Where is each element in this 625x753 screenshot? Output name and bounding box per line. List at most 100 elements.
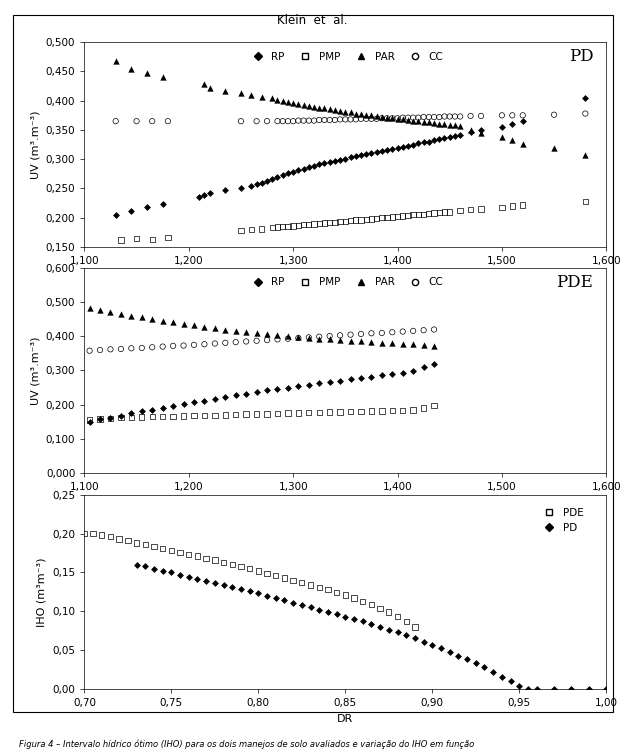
Point	[518, 109, 528, 121]
Point	[163, 115, 173, 127]
Point	[434, 206, 444, 218]
Point	[324, 330, 334, 342]
Point	[252, 335, 262, 347]
Point	[314, 158, 324, 170]
Point	[252, 386, 262, 398]
Point	[335, 154, 345, 166]
Point	[549, 683, 559, 695]
Point	[349, 592, 359, 604]
Point	[199, 321, 209, 333]
Point	[428, 639, 438, 651]
Point	[377, 111, 387, 123]
Point	[288, 115, 298, 127]
Point	[497, 201, 507, 213]
Point	[314, 377, 324, 389]
Point	[332, 587, 342, 599]
Point	[272, 407, 282, 419]
Point	[137, 342, 147, 354]
Point	[377, 327, 387, 339]
Point	[335, 216, 345, 228]
Point	[268, 93, 278, 105]
Point	[304, 218, 314, 230]
Point	[523, 683, 533, 695]
Point	[262, 590, 272, 602]
Point	[323, 606, 333, 618]
Point	[314, 581, 324, 593]
Point	[228, 581, 238, 593]
Point	[293, 407, 303, 419]
Point	[236, 87, 246, 99]
Point	[271, 592, 281, 604]
Point	[126, 309, 136, 322]
Point	[453, 650, 463, 662]
Point	[410, 620, 420, 633]
Text: Figura 4 – Intervalo hídrico ótimo (IHO) para os dois manejos de solo avaliados : Figura 4 – Intervalo hídrico ótimo (IHO)…	[19, 739, 474, 749]
Point	[137, 411, 147, 423]
Point	[297, 599, 307, 611]
Point	[149, 562, 159, 575]
Point	[413, 111, 423, 123]
Point	[429, 399, 439, 411]
Point	[356, 108, 366, 120]
Point	[219, 579, 229, 591]
Point	[319, 217, 329, 229]
Point	[210, 337, 220, 349]
Point	[401, 630, 411, 642]
Point	[158, 72, 168, 84]
Point	[398, 367, 408, 379]
Point	[283, 96, 293, 108]
Point	[351, 151, 361, 163]
Point	[293, 114, 303, 127]
Point	[346, 335, 356, 347]
Point	[434, 117, 444, 130]
Point	[366, 328, 376, 340]
Point	[356, 149, 366, 161]
Point	[455, 120, 465, 132]
Point	[184, 571, 194, 583]
Point	[419, 339, 429, 351]
Point	[324, 103, 334, 115]
Point	[299, 163, 309, 175]
Point	[283, 331, 293, 343]
Point	[179, 340, 189, 352]
Point	[199, 190, 209, 202]
Point	[288, 166, 298, 178]
Point	[131, 115, 141, 127]
Point	[272, 383, 282, 395]
Point	[293, 98, 303, 110]
Point	[466, 127, 476, 139]
Point	[126, 407, 136, 419]
Point	[340, 589, 350, 601]
Point	[398, 114, 408, 126]
Point	[126, 205, 136, 217]
Point	[111, 55, 121, 67]
Point	[357, 595, 367, 607]
Point	[408, 114, 418, 127]
Point	[419, 636, 429, 648]
Point	[88, 528, 98, 540]
Point	[84, 414, 94, 426]
Point	[231, 336, 241, 348]
Point	[549, 142, 559, 154]
Point	[314, 333, 324, 345]
Point	[278, 169, 288, 181]
Point	[330, 104, 340, 116]
Point	[361, 148, 371, 160]
Point	[257, 90, 267, 102]
Point	[148, 404, 158, 416]
Point	[314, 604, 324, 616]
Point	[436, 642, 446, 654]
Point	[244, 562, 254, 575]
Point	[272, 329, 282, 341]
Point	[388, 112, 398, 124]
Point	[210, 409, 220, 421]
Point	[401, 615, 411, 627]
Point	[424, 136, 434, 148]
Point	[356, 214, 366, 226]
Point	[356, 113, 366, 125]
Point	[408, 139, 418, 151]
Point	[455, 111, 465, 123]
Point	[283, 221, 293, 233]
Point	[335, 334, 345, 346]
Point	[304, 407, 314, 419]
